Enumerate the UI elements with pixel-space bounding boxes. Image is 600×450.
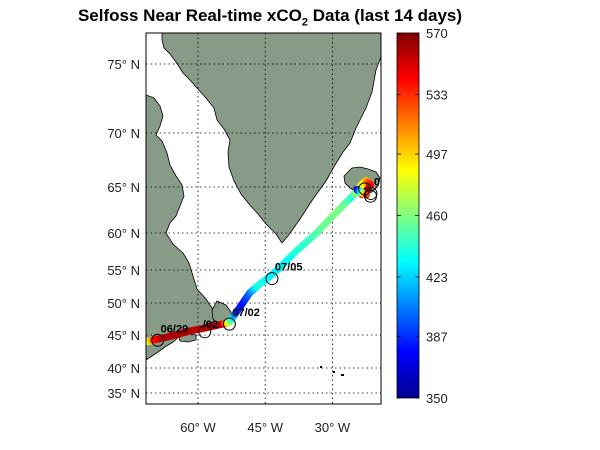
- lat-tick-label: 55° N: [107, 263, 140, 278]
- colorbar-tick-label: 460: [426, 209, 448, 224]
- lat-tick-label: 45° N: [107, 328, 140, 343]
- date-marker: [151, 333, 165, 347]
- colorbar-tick-label: 570: [426, 26, 448, 41]
- lat-tick-label: 70° N: [107, 126, 140, 141]
- lat-tick-label: 40° N: [107, 361, 140, 376]
- colorbar-tick-label: 423: [426, 270, 448, 285]
- date-label: /02: [203, 319, 218, 331]
- lat-tick-label: 65° N: [107, 180, 140, 195]
- date-marker: [358, 182, 372, 196]
- date-marker: [265, 272, 279, 286]
- figure-title: Selfoss Near Real-time xCO2 Data (last 1…: [77, 6, 463, 29]
- date-marker: [222, 317, 236, 331]
- lon-tick-label: 30° W: [315, 420, 351, 435]
- date-marker: [198, 325, 212, 339]
- lat-tick-label: 50° N: [107, 296, 140, 311]
- lat-tick-label: 60° N: [107, 226, 140, 241]
- colorbar-tick-label: 533: [426, 87, 448, 102]
- date-label: 06/29: [161, 323, 189, 335]
- colorbar-tick-label: 497: [426, 147, 448, 162]
- greenland-landmass: [161, 33, 381, 244]
- lat-tick-label: 35° N: [107, 386, 140, 401]
- colorbar-tick-label: 350: [426, 391, 448, 406]
- date-label: 07/05: [275, 262, 303, 274]
- colorbar-tick-label: 387: [426, 330, 448, 345]
- date-label: 07/02: [232, 307, 260, 319]
- lon-tick-label: 45° W: [247, 420, 283, 435]
- date-label: 07/08: [374, 176, 402, 188]
- lon-tick-label: 60° W: [180, 420, 216, 435]
- lat-tick-label: 75° N: [107, 57, 140, 72]
